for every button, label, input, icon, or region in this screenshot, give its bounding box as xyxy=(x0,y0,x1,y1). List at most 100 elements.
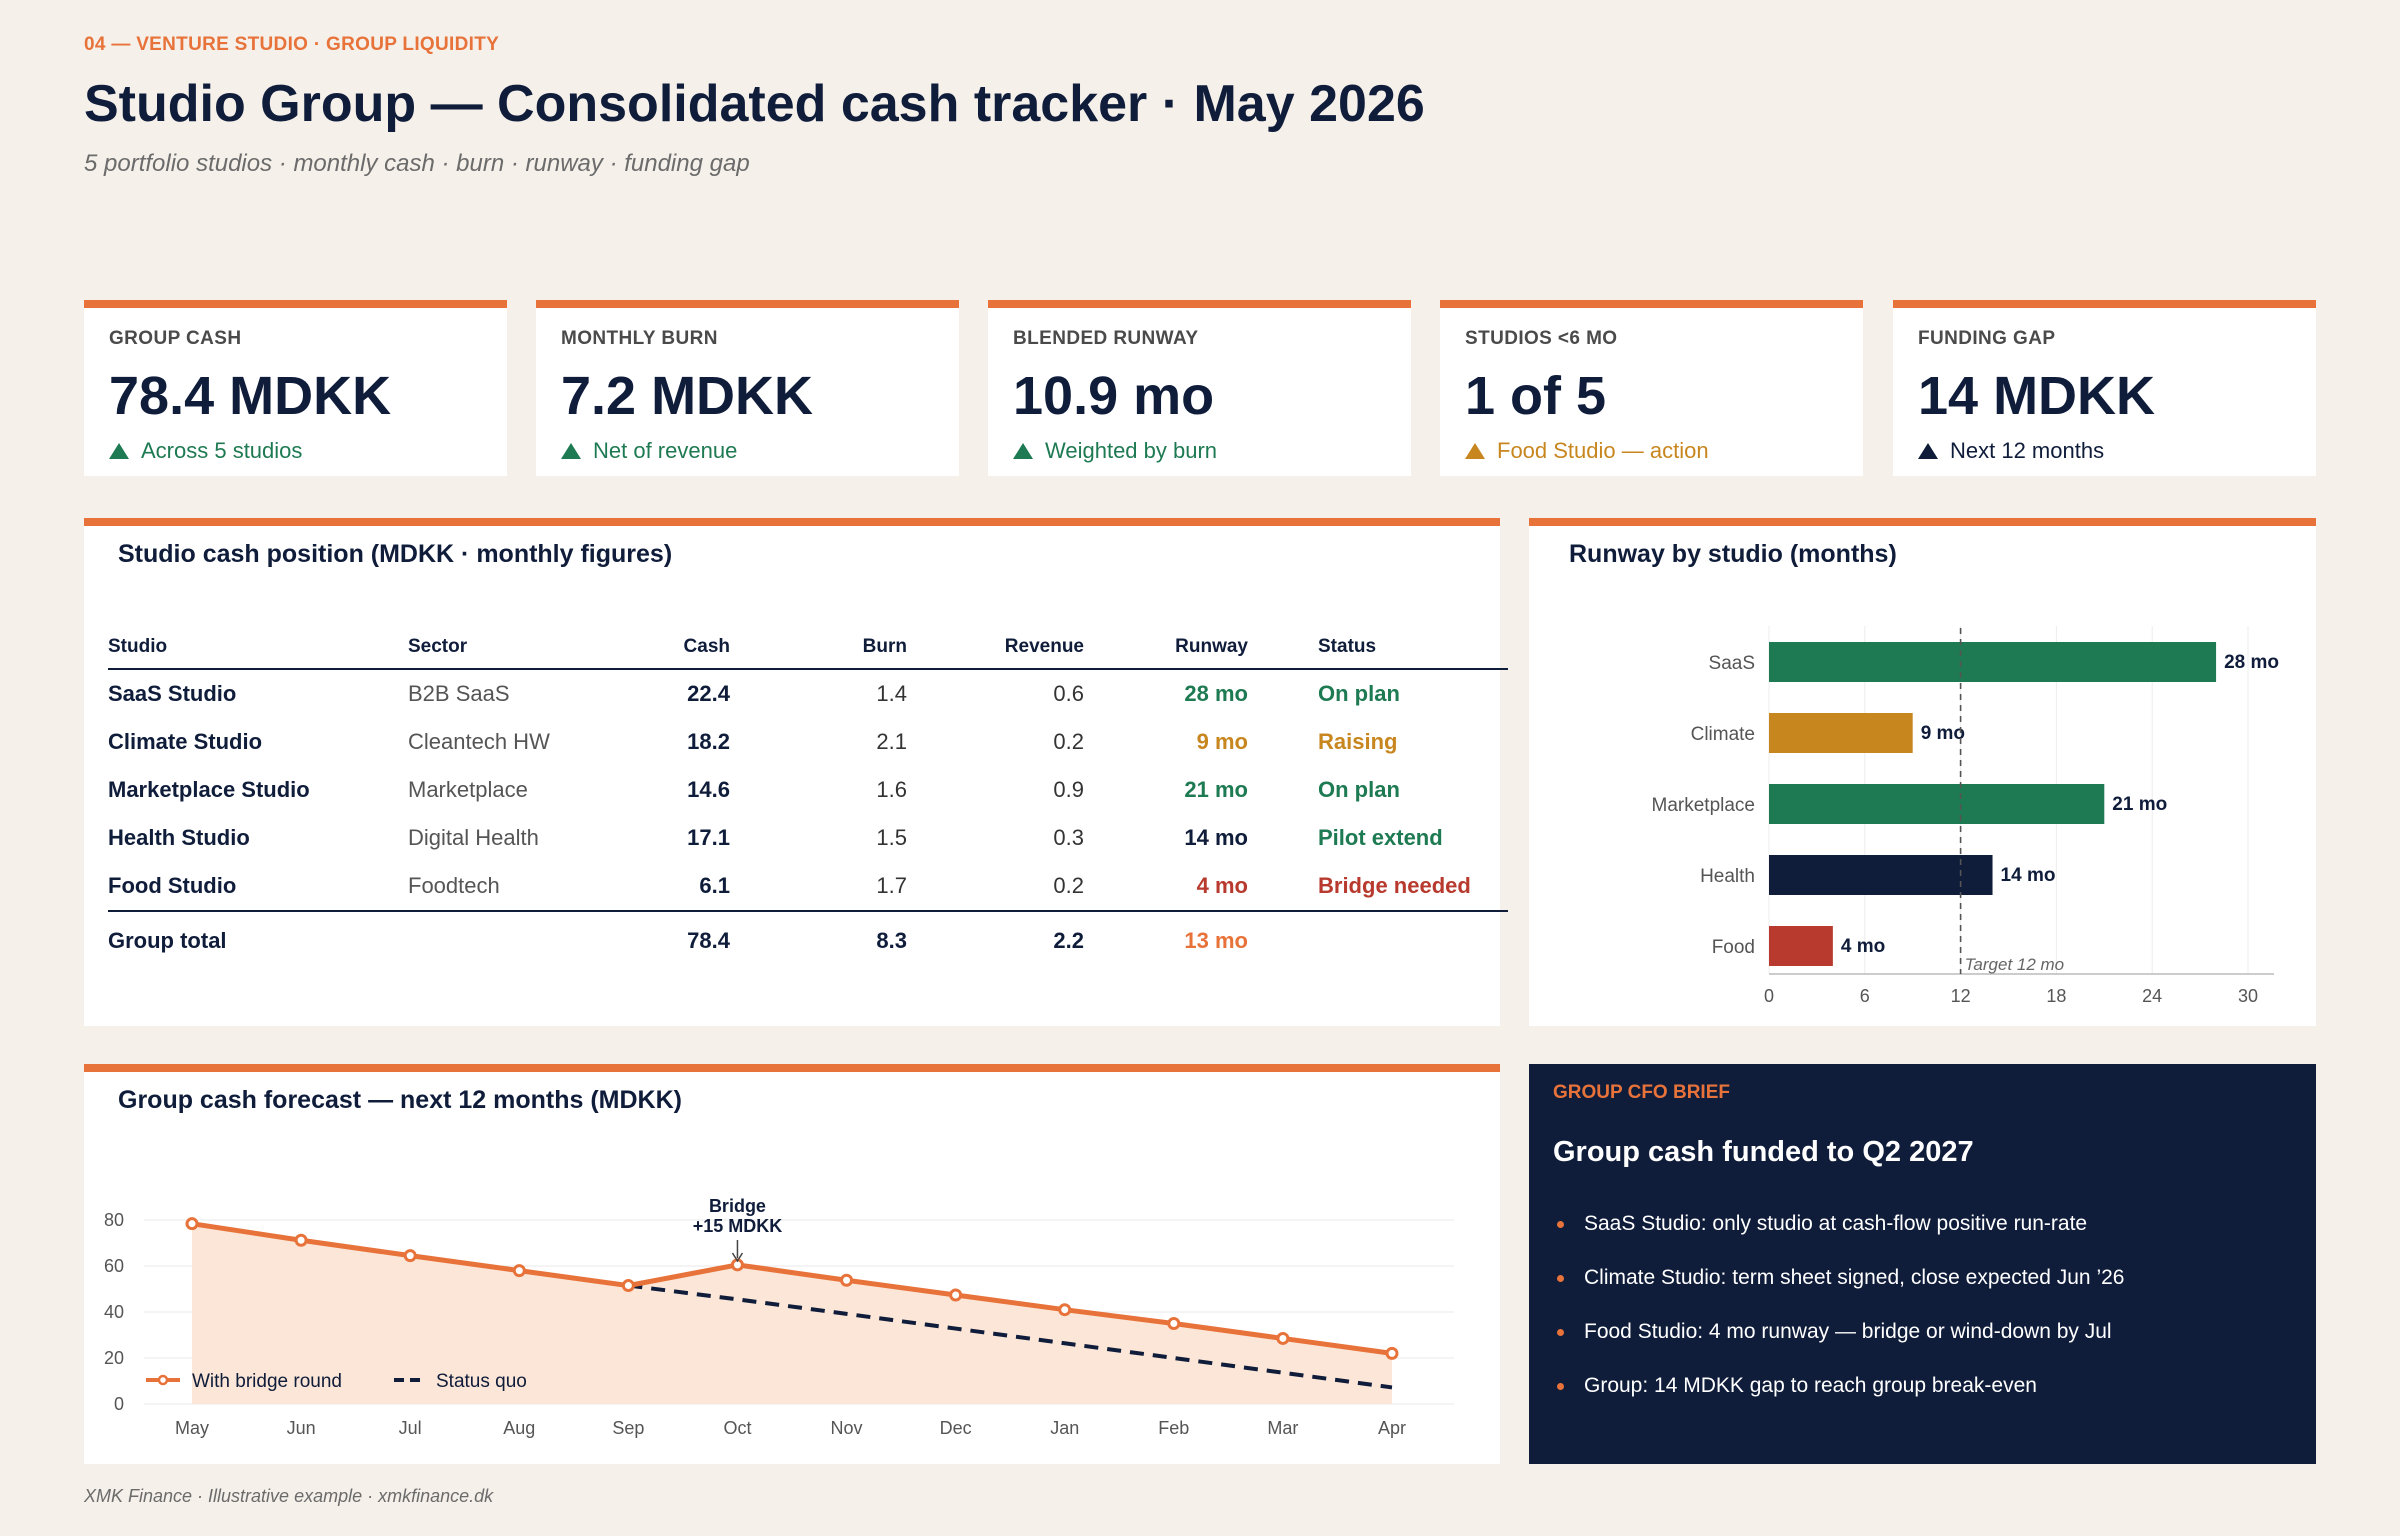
total-revenue: 2.2 xyxy=(907,910,1084,962)
table-row: Marketplace Studio Marketplace 14.6 1.6 0.9 2… xyxy=(108,766,1508,814)
y-tick-label: 80 xyxy=(104,1210,124,1230)
runway-cell: 9 mo xyxy=(1196,729,1248,754)
sector-cell: Foodtech xyxy=(408,873,500,898)
burn-cell: 1.7 xyxy=(876,873,907,898)
empty-cell xyxy=(408,910,608,962)
kpi-note: Weighted by burn xyxy=(1013,438,1386,464)
kpi-label: FUNDING GAP xyxy=(1918,328,2056,349)
data-point xyxy=(512,1264,526,1278)
brief-eyebrow: GROUP CFO BRIEF xyxy=(1553,1082,1730,1103)
bullet-icon xyxy=(1557,1275,1564,1282)
column-header: Cash xyxy=(608,636,730,670)
panel-title: Group cash forecast — next 12 months (MD… xyxy=(118,1086,682,1114)
kpi-note-text: Across 5 studios xyxy=(141,438,303,463)
bar-value-label: 9 mo xyxy=(1921,723,1965,744)
runway-cell: 4 mo xyxy=(1196,873,1248,898)
cash-table: Studio Sector Cash Burn Revenue Runway S… xyxy=(108,636,1508,962)
triangle-up-icon xyxy=(1465,443,1485,459)
x-tick-label: Aug xyxy=(503,1418,535,1438)
kpi-card-studios-under-6mo: STUDIOS <6 MO 1 of 5 Food Studio — actio… xyxy=(1440,300,1863,476)
column-header: Studio xyxy=(108,636,408,670)
data-point xyxy=(185,1217,199,1231)
x-tick-label: 30 xyxy=(2238,986,2258,1006)
x-tick-label: Jul xyxy=(399,1418,422,1438)
burn-cell: 2.1 xyxy=(876,729,907,754)
legend-label: Status quo xyxy=(436,1371,527,1392)
x-tick-label: 24 xyxy=(2142,986,2162,1006)
kpi-label: BLENDED RUNWAY xyxy=(1013,328,1199,349)
x-tick-label: Sep xyxy=(612,1418,644,1438)
bar xyxy=(1769,926,1833,966)
page-title: Studio Group — Consolidated cash tracker… xyxy=(84,75,1425,133)
burn-cell: 1.4 xyxy=(876,681,907,706)
table-row: SaaS Studio B2B SaaS 22.4 1.4 0.6 28 mo On pla… xyxy=(108,669,1508,718)
panel-title: Runway by studio (months) xyxy=(1569,540,1897,568)
bar-category-label: Food xyxy=(1712,937,1755,958)
page-eyebrow: 04 — VENTURE STUDIO · GROUP LIQUIDITY xyxy=(84,34,500,55)
status-cell: Pilot extend xyxy=(1318,825,1443,850)
empty-cell xyxy=(1248,910,1508,962)
bar-value-label: 4 mo xyxy=(1841,936,1885,957)
y-tick-label: 0 xyxy=(114,1394,124,1414)
runway-cell: 14 mo xyxy=(1184,825,1248,850)
kpi-note-text: Weighted by burn xyxy=(1045,438,1218,463)
runway-cell: 28 mo xyxy=(1184,681,1248,706)
column-header: Runway xyxy=(1084,636,1248,670)
kpi-note: Food Studio — action xyxy=(1465,438,1838,464)
cash-cell: 14.6 xyxy=(687,777,730,802)
bar-value-label: 21 mo xyxy=(2112,794,2167,815)
status-cell: Raising xyxy=(1318,729,1398,754)
data-point xyxy=(621,1279,635,1293)
cash-cell: 17.1 xyxy=(687,825,730,850)
bar xyxy=(1769,642,2217,682)
studio-cell: SaaS Studio xyxy=(108,681,237,706)
revenue-cell: 0.6 xyxy=(1053,681,1084,706)
kpi-value: 14 MDKK xyxy=(1918,366,2156,426)
legend-marker xyxy=(157,1374,169,1386)
data-point xyxy=(1167,1317,1181,1330)
kpi-label: MONTHLY BURN xyxy=(561,328,718,349)
bullet-icon xyxy=(1557,1329,1564,1336)
status-cell: Bridge needed xyxy=(1318,873,1471,898)
bar-category-label: Health xyxy=(1700,866,1755,887)
column-header: Status xyxy=(1248,636,1508,670)
series-line-with-bridge xyxy=(191,1221,1393,1356)
studio-cell: Health Studio xyxy=(108,825,250,850)
triangle-up-icon xyxy=(109,443,129,459)
kpi-value: 1 of 5 xyxy=(1465,366,1607,426)
cfo-brief-panel: GROUP CFO BRIEF Group cash funded to Q2 … xyxy=(1529,1064,2316,1464)
bar-category-label: SaaS xyxy=(1709,653,1755,674)
x-tick-label: Feb xyxy=(1158,1418,1189,1438)
x-tick-label: 0 xyxy=(1764,986,1774,1006)
studio-cell: Marketplace Studio xyxy=(108,777,310,802)
x-tick-label: Jun xyxy=(287,1418,316,1438)
bar-value-label: 28 mo xyxy=(2224,652,2279,673)
bullet-icon xyxy=(1557,1221,1564,1228)
kpi-note: Across 5 studios xyxy=(109,438,482,464)
target-label: Target 12 mo xyxy=(1965,955,2065,974)
data-point xyxy=(949,1288,963,1302)
data-point xyxy=(294,1233,308,1247)
total-label: Group total xyxy=(108,910,408,962)
kpi-note-text: Next 12 months xyxy=(1950,438,2105,463)
sector-cell: B2B SaaS xyxy=(408,681,510,706)
list-item: Climate Studio: term sheet signed, close… xyxy=(1553,1266,2124,1320)
total-runway: 13 mo xyxy=(1084,910,1248,962)
data-point xyxy=(1058,1303,1072,1317)
sector-cell: Marketplace xyxy=(408,777,528,802)
runway-panel: Runway by studio (months) 0 6 12 18 24 30 SaaS… xyxy=(1529,518,2316,1026)
annotation-line1: Bridge xyxy=(709,1196,766,1216)
x-tick-label: 6 xyxy=(1860,986,1870,1006)
kpi-note: Net of revenue xyxy=(561,438,934,464)
triangle-up-icon xyxy=(561,443,581,459)
bar xyxy=(1769,713,1913,753)
list-item-text: Climate Studio: term sheet signed, close… xyxy=(1584,1266,2125,1289)
revenue-cell: 0.2 xyxy=(1053,729,1084,754)
kpi-card-funding-gap: FUNDING GAP 14 MDKK Next 12 months xyxy=(1893,300,2316,476)
x-tick-label: Dec xyxy=(940,1418,972,1438)
runway-chart: 0 6 12 18 24 30 SaaS 28 mo Climate 9 mo Marketplac… xyxy=(1652,626,2279,1006)
kpi-card-monthly-burn: MONTHLY BURN 7.2 MDKK Net of revenue xyxy=(536,300,959,476)
list-item-text: Food Studio: 4 mo runway — bridge or win… xyxy=(1584,1320,2112,1343)
column-header: Revenue xyxy=(907,636,1084,670)
table-row: Climate Studio Cleantech HW 18.2 2.1 0.2 9 mo… xyxy=(108,718,1508,766)
